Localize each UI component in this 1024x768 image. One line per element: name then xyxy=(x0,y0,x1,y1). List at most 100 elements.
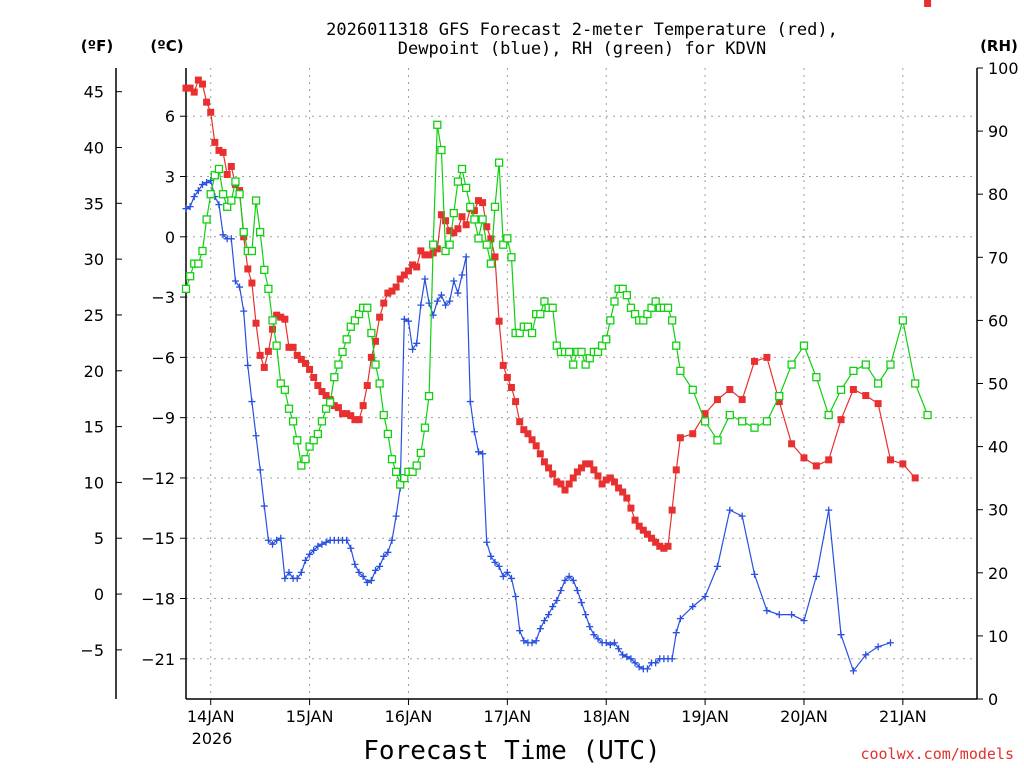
temperature-point xyxy=(190,88,198,96)
temperature-point xyxy=(487,235,495,243)
rh-point xyxy=(622,291,631,300)
dewpoint-point xyxy=(297,568,305,576)
temperature-point xyxy=(549,470,557,478)
rh-point xyxy=(486,259,496,268)
temperature-point xyxy=(557,480,565,488)
rh-axis-unit: (RH) xyxy=(980,37,1018,55)
temperature-point xyxy=(540,458,548,466)
temperature-point xyxy=(433,245,441,253)
rh-point xyxy=(206,190,215,199)
temperature-point xyxy=(289,343,297,351)
dewpoint-point xyxy=(376,562,384,570)
dewpoint-point xyxy=(812,572,820,580)
fahrenheit-tick-label: 20 xyxy=(84,362,104,381)
dewpoint-point xyxy=(293,574,301,582)
dewpoint-point xyxy=(578,599,585,607)
temperature-point xyxy=(186,84,194,92)
temperature-point xyxy=(219,148,227,156)
temperature-point xyxy=(652,538,660,546)
rh-tick-label: 80 xyxy=(988,185,1008,204)
temperature-point xyxy=(384,289,392,297)
temperature-point xyxy=(491,253,499,261)
temperature-point xyxy=(775,398,783,406)
dewpoint-point xyxy=(256,466,264,474)
rh-point xyxy=(326,398,335,407)
temperature-point xyxy=(442,217,450,225)
rh-point xyxy=(198,246,207,256)
temperature-point xyxy=(911,474,919,482)
rh-point xyxy=(676,366,685,376)
temperature-point xyxy=(409,261,417,269)
temperature-point xyxy=(825,456,833,464)
temperature-point xyxy=(656,542,664,550)
dewpoint-point xyxy=(450,277,458,285)
rh-point xyxy=(251,196,261,205)
rh-point xyxy=(433,120,442,129)
rh-point xyxy=(873,379,883,388)
rh-point xyxy=(449,208,458,218)
rh-point xyxy=(338,347,347,357)
rh-point xyxy=(235,190,244,199)
rh-point xyxy=(672,341,681,350)
rh-point xyxy=(264,284,273,294)
dewpoint-point xyxy=(631,659,639,667)
celsius-tick-label: −18 xyxy=(141,590,175,609)
x-tick-label: 15JAN xyxy=(286,707,334,726)
rh-point xyxy=(750,423,759,432)
dewpoint-point xyxy=(227,235,235,243)
rh-point xyxy=(490,202,500,211)
series-line xyxy=(185,179,891,673)
temperature-point xyxy=(886,456,894,464)
temperature-point xyxy=(285,343,293,351)
dewpoint-point xyxy=(359,572,367,580)
dewpoint-point xyxy=(404,317,412,325)
dewpoint-point xyxy=(273,536,281,544)
temperature-point xyxy=(248,279,256,287)
rh-point xyxy=(610,297,619,306)
temperature-point xyxy=(281,315,289,323)
rh-point xyxy=(738,417,747,426)
dewpoint-point xyxy=(668,655,676,663)
temperature-point xyxy=(582,460,590,468)
temperature-point xyxy=(367,353,375,361)
temperature-point xyxy=(573,468,581,476)
temperature-point xyxy=(619,488,627,496)
temperature-point xyxy=(837,416,845,424)
dewpoint-point xyxy=(442,301,450,309)
rh-point xyxy=(787,360,796,369)
temperature-point xyxy=(512,398,520,406)
rh-point xyxy=(391,467,401,476)
temperature-point xyxy=(524,430,532,438)
dewpoint-point xyxy=(590,631,598,639)
rh-point xyxy=(239,227,248,237)
temperature-point xyxy=(297,355,305,363)
dewpoint-point xyxy=(388,536,396,544)
temperature-point xyxy=(479,199,487,207)
rh-point xyxy=(301,455,310,464)
dewpoint-point xyxy=(194,187,202,195)
rh-tick-label: 10 xyxy=(988,627,1008,646)
temperature-point xyxy=(701,410,709,418)
temperature-point xyxy=(306,365,314,373)
axes xyxy=(115,67,983,705)
celsius-tick-label: 3 xyxy=(165,168,175,187)
dewpoint-point xyxy=(215,201,223,209)
rh-point xyxy=(507,253,516,262)
dewpoint-point xyxy=(231,277,239,285)
temperature-point xyxy=(664,542,672,550)
temperature-point xyxy=(413,263,421,271)
temperature-point xyxy=(672,466,680,474)
temperature-point xyxy=(417,247,425,255)
dewpoint-point xyxy=(825,506,833,514)
rh-tick-label: 60 xyxy=(988,311,1008,330)
dewpoint-point xyxy=(643,665,651,673)
celsius-tick-label: 0 xyxy=(165,228,175,247)
dewpoint-point xyxy=(553,597,561,605)
grid-lines xyxy=(186,68,977,699)
dewpoint-point xyxy=(252,432,260,440)
rh-point xyxy=(911,379,920,388)
dewpoint-point xyxy=(347,544,355,552)
fahrenheit-tick-label: 15 xyxy=(84,418,104,437)
rh-point xyxy=(775,391,784,401)
rh-point xyxy=(569,360,578,369)
